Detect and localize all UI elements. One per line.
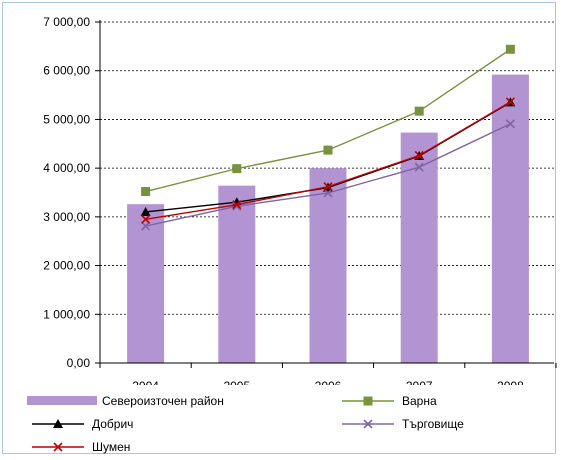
y-tick-label: 1 000,00 xyxy=(43,307,90,321)
point-marker xyxy=(505,119,515,129)
legend-label: Добрич xyxy=(92,417,133,431)
point-marker xyxy=(53,419,63,428)
point-marker xyxy=(232,164,242,174)
axes xyxy=(95,20,557,368)
point-marker xyxy=(414,106,424,116)
legend-item: Добрич xyxy=(32,417,133,431)
y-tick-label: 6 000,00 xyxy=(43,64,90,78)
point-marker xyxy=(141,214,151,224)
y-tick-label: 0,00 xyxy=(67,356,91,370)
bar-series xyxy=(127,74,529,364)
y-tick-label: 4 000,00 xyxy=(43,161,90,175)
point-marker xyxy=(323,145,333,155)
point-marker xyxy=(140,206,151,216)
point-marker xyxy=(363,419,373,429)
legend-item: Шумен xyxy=(32,440,130,454)
point-marker xyxy=(414,150,424,161)
chart-frame xyxy=(2,2,556,454)
legend-item: Търговище xyxy=(342,417,464,431)
point-marker xyxy=(232,200,242,210)
point-marker xyxy=(505,97,515,107)
point-marker xyxy=(414,162,424,172)
legend-swatch xyxy=(27,396,97,405)
legend-background xyxy=(18,385,554,453)
point-marker xyxy=(141,221,151,231)
legend-item: Варна xyxy=(342,394,437,408)
y-tick-label: 3 000,00 xyxy=(43,210,90,224)
legend-item: Североизточен район xyxy=(27,394,224,408)
y-tick-label: 7 000,00 xyxy=(43,15,90,29)
y-tick-label: 5 000,00 xyxy=(43,112,90,126)
point-marker xyxy=(505,44,515,54)
point-marker xyxy=(363,396,373,406)
legend: Североизточен район Варна Добрич Търговище Ш… xyxy=(18,385,554,454)
y-tick-label: 2 000,00 xyxy=(43,259,90,273)
point-marker xyxy=(323,182,333,192)
legend-label: Търговище xyxy=(402,417,464,431)
legend-label: Североизточен район xyxy=(102,394,224,408)
y-tick-labels: 0,00 1 000,00 2 000,00 3 000,00 4 000,00 5 00… xyxy=(43,15,90,370)
bar xyxy=(127,204,165,363)
legend-label: Шумен xyxy=(92,440,130,454)
point-marker xyxy=(141,187,151,197)
legend-label: Варна xyxy=(402,394,437,408)
bar xyxy=(218,185,256,363)
bar xyxy=(309,168,347,363)
point-marker xyxy=(53,442,63,452)
bar xyxy=(491,74,529,364)
line-series xyxy=(140,44,516,231)
